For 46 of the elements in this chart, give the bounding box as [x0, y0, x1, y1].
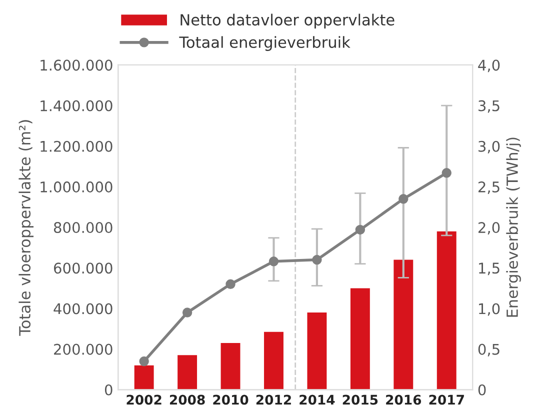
x-tick-label: 2012 [256, 394, 291, 405]
y-tick-label: 400.000 [54, 303, 112, 314]
bar [134, 365, 154, 390]
y2-tick-label: 0,5 [478, 344, 500, 356]
y-tick-label: 1.200.000 [40, 140, 112, 152]
x-tick-label: 2010 [213, 394, 248, 405]
y-tick-label: 200.000 [54, 344, 112, 355]
x-tick-label: 2002 [126, 394, 162, 405]
y-tick-label: 1.600.000 [40, 60, 112, 71]
y2-tick-label: 3,5 [478, 100, 500, 113]
y2-tick-label: 1,5 [479, 262, 500, 276]
point [398, 194, 408, 204]
x-tick-label: 2008 [170, 394, 205, 405]
x-tick-label: 2017 [429, 394, 464, 405]
point [139, 356, 149, 366]
y2-tick-label: 0 [478, 384, 486, 396]
point [355, 224, 366, 235]
y2-axis-title: Energieverbruik (TWh/j) [506, 138, 521, 317]
bar [307, 312, 327, 390]
y-axis-title: Totale vloeroppervlakte (m²) [18, 120, 34, 336]
point [226, 279, 236, 289]
legend-label: Totaal energieverbruik [179, 36, 350, 51]
x-tick-label: 2014 [300, 394, 335, 405]
x-tick-label: 2015 [342, 394, 378, 405]
point [182, 308, 192, 318]
bar [220, 342, 240, 390]
bar [394, 260, 414, 390]
bar [264, 332, 284, 390]
y2-tick-label: 2,0 [478, 222, 500, 235]
x-tick-label: 2016 [386, 394, 422, 405]
legend-label: Netto datavloer oppervlakte [180, 14, 394, 29]
point [268, 256, 279, 266]
y2-tick-label: 1,0 [479, 303, 500, 316]
point [442, 168, 452, 178]
y-tick-label: 800.000 [54, 222, 112, 234]
point [312, 254, 322, 265]
y-tick-label: 1.000.000 [40, 181, 112, 192]
y-tick-label: 0 [104, 384, 112, 396]
y2-tick-label: 3,0 [478, 140, 500, 154]
y2-tick-label: 2,5 [478, 181, 500, 194]
y-tick-label: 1.400.000 [40, 100, 112, 112]
bar [350, 288, 370, 390]
y2-tick-label: 4,0 [478, 60, 500, 72]
bar [178, 355, 198, 390]
y-tick-label: 600.000 [54, 262, 112, 274]
bar [436, 231, 456, 390]
